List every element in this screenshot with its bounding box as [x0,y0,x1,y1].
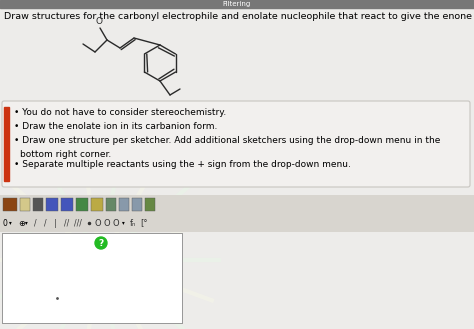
Text: Filtering: Filtering [223,1,251,7]
Bar [20,198,30,211]
Bar [2,233,182,323]
Text: ▾: ▾ [25,220,28,225]
Bar [33,198,43,211]
Text: O: O [113,218,119,227]
Text: • You do not have to consider stereochemistry.: • You do not have to consider stereochem… [14,108,226,117]
Bar [119,198,129,211]
Text: /: / [34,218,36,227]
Text: [°: [° [140,218,147,227]
Text: bottom right corner.: bottom right corner. [20,150,111,159]
Text: |: | [54,218,56,227]
Bar [91,198,103,211]
Text: ▾: ▾ [9,220,12,225]
Bar [76,198,88,211]
Text: ?: ? [99,239,104,247]
Bar [3,198,17,211]
Text: /: / [44,218,46,227]
Text: O: O [95,218,101,227]
Text: //: // [64,218,69,227]
Text: 0: 0 [3,218,8,227]
Text: O: O [104,218,110,227]
Text: Draw structures for the carbonyl electrophile and enolate nucleophile that react: Draw structures for the carbonyl electro… [4,12,474,21]
Text: O: O [95,17,102,26]
Bar [46,198,58,211]
Bar [4,107,9,181]
Circle shape [95,237,107,249]
Text: • Draw one structure per sketcher. Add additional sketchers using the drop-down : • Draw one structure per sketcher. Add a… [14,136,440,145]
Text: • Draw the enolate ion in its carbanion form.: • Draw the enolate ion in its carbanion … [14,122,218,131]
Bar [0,214,474,232]
Bar [2,233,182,323]
Bar [0,0,474,8]
Bar [61,198,73,211]
Text: fₙ: fₙ [130,218,137,227]
Text: ▾: ▾ [122,220,125,225]
FancyBboxPatch shape [2,101,470,187]
Text: ⊕: ⊕ [18,218,25,227]
Bar [0,195,474,215]
Text: • Separate multiple reactants using the + sign from the drop-down menu.: • Separate multiple reactants using the … [14,160,351,169]
Text: ///: /// [74,218,82,227]
Bar [132,198,142,211]
Bar [145,198,155,211]
Bar [106,198,116,211]
